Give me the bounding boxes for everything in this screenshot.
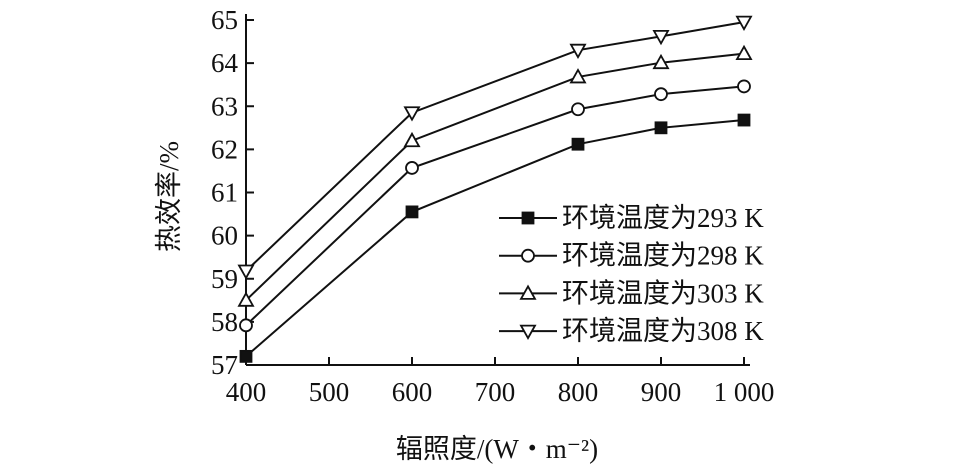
data-point bbox=[239, 349, 253, 363]
legend-label: 环境温度为293 K bbox=[562, 203, 764, 233]
data-point bbox=[571, 137, 585, 151]
y-axis-title: 热效率/% bbox=[154, 141, 184, 252]
x-tick-label: 700 bbox=[475, 377, 516, 407]
y-tick-label: 62 bbox=[211, 134, 238, 164]
data-point bbox=[405, 161, 419, 175]
data-point bbox=[237, 264, 255, 280]
x-tick-label: 1 000 bbox=[714, 377, 775, 407]
y-tick-label: 57 bbox=[211, 350, 238, 380]
data-point bbox=[652, 53, 670, 70]
data-point bbox=[737, 113, 751, 127]
x-tick-label: 600 bbox=[392, 377, 433, 407]
legend-marker bbox=[521, 248, 535, 263]
data-point bbox=[569, 68, 587, 84]
legend-marker bbox=[519, 324, 537, 340]
data-point bbox=[652, 29, 670, 46]
y-tick-label: 61 bbox=[211, 178, 238, 208]
series-layer bbox=[237, 15, 753, 363]
data-point bbox=[737, 79, 751, 94]
data-point bbox=[569, 43, 587, 60]
y-tick-label: 58 bbox=[211, 307, 238, 337]
data-point bbox=[654, 121, 668, 135]
data-point bbox=[405, 205, 419, 219]
chart-axes: 57 58 59 60 61 62 63 64 65 400 500 600 700 800 900 1 00… bbox=[211, 5, 774, 407]
y-tick-label: 65 bbox=[211, 5, 238, 35]
series-4 bbox=[237, 15, 753, 280]
x-axis-title: 辐照度/(W・m⁻²) bbox=[396, 434, 598, 464]
data-point bbox=[237, 291, 255, 307]
x-tick-label: 900 bbox=[641, 377, 682, 407]
y-tick-label: 63 bbox=[211, 91, 238, 121]
series-1 bbox=[239, 113, 751, 363]
legend-item: 环境温度为298 K bbox=[499, 241, 764, 271]
legend-label: 环境温度为303 K bbox=[562, 278, 764, 308]
data-point bbox=[654, 87, 668, 102]
y-tick-label: 64 bbox=[211, 48, 239, 78]
x-tick-label: 800 bbox=[558, 377, 599, 407]
series-3 bbox=[237, 44, 753, 307]
legend-item: 环境温度为308 K bbox=[499, 316, 764, 346]
legend-item: 环境温度为293 K bbox=[499, 203, 764, 233]
data-point bbox=[403, 106, 421, 122]
legend-item: 环境温度为303 K bbox=[499, 278, 764, 308]
legend-marker bbox=[519, 284, 537, 300]
data-point bbox=[239, 318, 253, 333]
legend: 环境温度为293 K 环境温度为298 K 环境温度为303 K 环境温度为308 K bbox=[499, 203, 764, 346]
y-tick-label: 60 bbox=[211, 221, 238, 251]
series-line bbox=[245, 21, 745, 272]
data-point bbox=[403, 131, 421, 148]
series-2 bbox=[239, 79, 751, 333]
legend-label: 环境温度为298 K bbox=[562, 241, 764, 271]
x-tick-label: 500 bbox=[309, 377, 350, 407]
data-point bbox=[571, 102, 585, 117]
legend-marker bbox=[521, 211, 535, 225]
y-tick-label: 59 bbox=[211, 264, 238, 294]
legend-label: 环境温度为308 K bbox=[562, 316, 764, 346]
data-point bbox=[735, 15, 753, 31]
x-tick-label: 400 bbox=[226, 377, 267, 407]
data-point bbox=[735, 44, 753, 61]
